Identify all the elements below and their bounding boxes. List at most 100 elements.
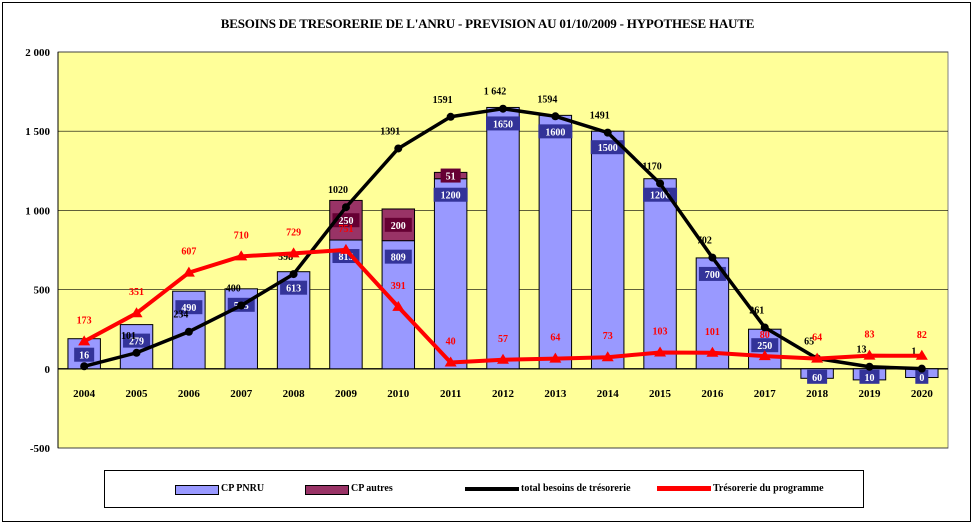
legend-swatch-cp-autres (305, 485, 349, 495)
tresorerie-label: 101 (705, 327, 720, 338)
bar-label-box (859, 369, 880, 384)
legend-label-cp-autres: CP autres (351, 483, 393, 494)
y-tick-label: 2 000 (25, 47, 50, 59)
x-tick-label: 2011 (440, 388, 461, 400)
total-besoins-point (80, 362, 89, 371)
total-besoins-label: 1594 (537, 94, 557, 105)
tresorerie-label: 82 (917, 330, 927, 341)
x-tick-label: 2017 (754, 388, 777, 400)
bar-label-box (807, 369, 828, 384)
tresorerie-point (287, 247, 300, 258)
legend-label-tresorerie: Trésorerie du programme (713, 483, 824, 494)
total-besoins-label: 702 (697, 236, 712, 247)
y-tick-label: 500 (34, 285, 51, 297)
x-tick-label: 2012 (492, 388, 515, 400)
total-besoins-point (708, 253, 717, 262)
total-besoins-point (499, 104, 507, 113)
total-besoins-point (760, 323, 769, 332)
total-besoins-point (184, 327, 193, 336)
legend-label-total: total besoins de trésorerie (521, 483, 631, 494)
total-besoins-point (446, 112, 455, 121)
tresorerie-label: 173 (77, 315, 92, 326)
bar-label-cp-autres: 200 (391, 221, 406, 232)
bar-label-cp-pnru: 490 (181, 303, 196, 314)
tresorerie-point (601, 351, 614, 362)
tresorerie-point (497, 353, 509, 364)
bar-label-cp-pnru: 1200 (650, 191, 670, 202)
total-besoins-point (917, 364, 926, 373)
tresorerie-label: 80 (760, 330, 770, 341)
tresorerie-point (130, 307, 143, 318)
legend-label-cp-pnru: CP PNRU (221, 483, 265, 494)
bar-label-cp-pnru: 250 (757, 341, 772, 352)
bar-label-cp-pnru: 60 (812, 373, 822, 384)
bar-label-box (280, 280, 308, 295)
bar-label-cp-pnru: 700 (705, 270, 720, 281)
y-tick-label: 1 500 (25, 126, 50, 138)
total-besoins-point (394, 144, 403, 153)
tresorerie-label: 83 (864, 330, 874, 341)
x-tick-label: 2014 (597, 388, 620, 400)
tresorerie-point (339, 243, 352, 254)
bar-label-cp-pnru: 1650 (493, 119, 513, 130)
x-tick-label: 2013 (544, 388, 567, 400)
tresorerie-label: 351 (129, 287, 144, 298)
total-besoins-point (237, 301, 246, 310)
bar-cp-pnru (590, 130, 625, 370)
x-tick-label: 2008 (283, 388, 306, 400)
total-besoins-point (551, 112, 560, 121)
total-besoins-label: 1 (911, 347, 916, 358)
total-besoins-label: 1391 (380, 126, 400, 137)
total-besoins-point (865, 362, 874, 371)
tresorerie-point (392, 300, 405, 311)
x-tick-label: 2015 (649, 388, 672, 400)
tresorerie-point (863, 349, 876, 360)
bar-label-cp-pnru: 10 (864, 373, 874, 384)
bar-label-cp-pnru: 1500 (598, 143, 618, 154)
x-tick-label: 2006 (178, 388, 201, 400)
tresorerie-point (915, 349, 928, 360)
total-besoins-label: 1591 (433, 95, 453, 106)
total-besoins-label: 101 (121, 331, 136, 342)
bar-label-box (175, 300, 203, 315)
x-tick-label: 2004 (73, 388, 96, 400)
bar-label-box (486, 116, 520, 131)
bar-label-cp-autres: 250 (338, 216, 353, 227)
bar-label-box (384, 249, 412, 264)
tresorerie-label: 710 (234, 230, 249, 241)
tresorerie-point (811, 352, 824, 363)
total-besoins-point (603, 128, 612, 137)
tresorerie-point (78, 335, 91, 346)
bar-label-box (123, 333, 151, 348)
bar-label-box (440, 168, 461, 183)
tresorerie-label: 57 (498, 334, 508, 345)
bar-cp-pnru (538, 114, 573, 370)
y-tick-label: -500 (30, 443, 51, 455)
tresorerie-label: 64 (550, 333, 560, 344)
x-tick-label: 2009 (335, 388, 358, 400)
bar-cp-pnru (486, 106, 520, 370)
x-tick-label: 2005 (126, 388, 149, 400)
bar-label-box (433, 187, 468, 202)
bar-label-box (698, 266, 726, 281)
tresorerie-point (549, 352, 562, 363)
bar-label-box (915, 369, 929, 384)
tresorerie-point (235, 250, 248, 261)
total-besoins-label: 234 (173, 310, 188, 321)
tresorerie-label: 751 (338, 224, 353, 235)
total-besoins-point (289, 270, 298, 279)
total-besoins-label: 598 (278, 252, 293, 263)
bar-cp-pnru (643, 178, 677, 370)
bar-label-cp-pnru: 16 (79, 351, 89, 362)
total-besoins-label: 261 (749, 305, 764, 316)
legend-swatch-total (465, 487, 519, 491)
bar-label-cp-pnru: 0 (919, 373, 924, 384)
bar-label-cp-pnru: 813 (338, 252, 353, 263)
total-besoins-point (132, 348, 141, 357)
bar-label-box (384, 217, 412, 232)
y-tick-label: 1 000 (25, 205, 50, 217)
total-besoins-label: 1170 (642, 161, 661, 172)
total-besoins-label: 1491 (590, 111, 610, 122)
tresorerie-label: 73 (603, 331, 613, 342)
x-tick-label: 2010 (387, 388, 410, 400)
